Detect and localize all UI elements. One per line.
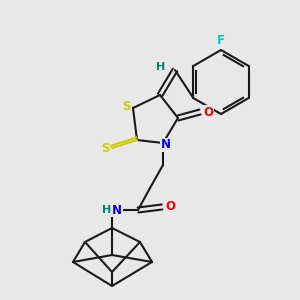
Text: N: N — [161, 139, 171, 152]
Text: H: H — [156, 62, 166, 72]
Text: O: O — [165, 200, 175, 214]
Text: F: F — [217, 34, 225, 46]
Text: N: N — [112, 203, 122, 217]
Text: O: O — [203, 106, 213, 118]
Text: S: S — [122, 100, 130, 113]
Text: H: H — [102, 205, 112, 215]
Text: S: S — [101, 142, 109, 154]
